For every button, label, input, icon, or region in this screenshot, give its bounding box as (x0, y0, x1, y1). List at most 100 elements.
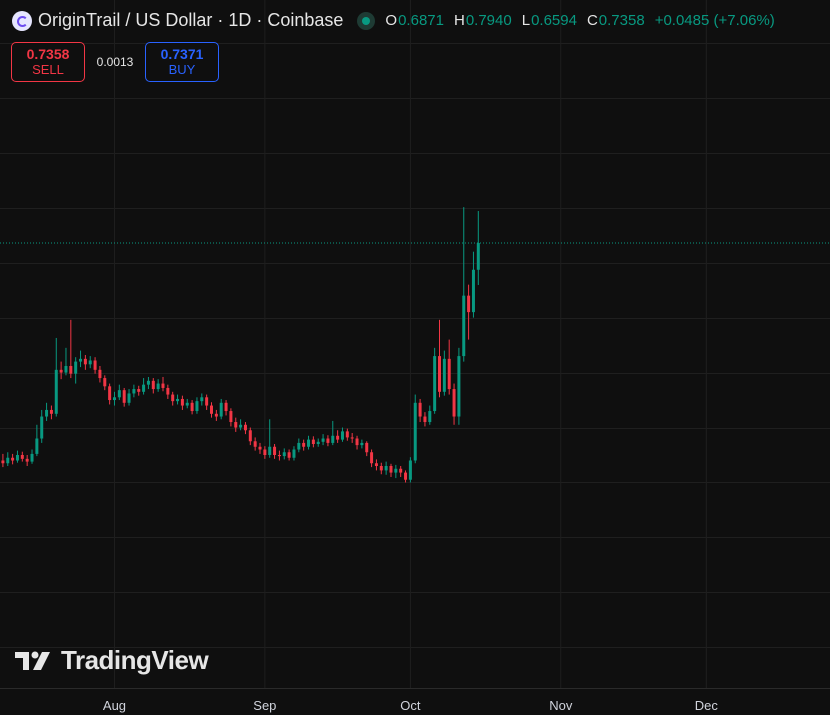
candle-body (248, 430, 252, 442)
candle-body (54, 369, 58, 414)
candle-body (316, 441, 320, 445)
candle-body (98, 369, 102, 379)
candle-body (74, 361, 78, 374)
candle-body (413, 402, 417, 461)
candle-body (277, 455, 281, 457)
candle-body (45, 409, 49, 417)
candle-body (258, 446, 262, 450)
candle-body (273, 446, 277, 456)
candle-body (146, 380, 150, 385)
candle-body (64, 365, 68, 373)
candle-body (93, 360, 97, 370)
candle-body (210, 405, 214, 414)
x-tick-label: Sep (253, 698, 276, 713)
candle-body (321, 438, 325, 442)
candle-body (180, 398, 184, 406)
candle-body (408, 460, 412, 480)
buy-button[interactable]: 0.7371 BUY (145, 42, 219, 82)
candle-body (282, 452, 286, 457)
candle-body (59, 369, 63, 373)
candle-body (83, 358, 87, 365)
candle-body (394, 468, 398, 473)
candle-body (418, 402, 422, 417)
candle-body (35, 438, 39, 454)
candle-body (384, 465, 388, 471)
candle-body (374, 463, 378, 466)
ohlc-value: 0.7940 (465, 12, 512, 29)
x-tick-label: Aug (103, 698, 126, 713)
candle-body (40, 416, 44, 439)
candle-body (151, 380, 155, 390)
sell-price: 0.7358 (26, 46, 70, 62)
candle-body (171, 394, 175, 402)
candle-body (355, 438, 359, 446)
candle-body (205, 397, 209, 406)
candle-body (336, 435, 340, 440)
candle-body (219, 402, 223, 417)
candle-body (25, 458, 29, 462)
watermark[interactable]: TradingView (15, 645, 209, 676)
candle-body (137, 389, 141, 392)
candle-body (185, 402, 189, 406)
candle-body (142, 384, 146, 392)
symbol-title[interactable]: OriginTrail / US Dollar · 1D · Coinbase (38, 10, 344, 30)
candle-body (88, 360, 92, 365)
candle-body (428, 411, 432, 423)
candle-body (79, 358, 83, 362)
ohlc-label: O (385, 12, 398, 29)
candle-body (345, 431, 349, 438)
candle-body (404, 472, 408, 480)
candle-body (467, 295, 471, 313)
candle-body (307, 439, 311, 447)
candle-body (360, 442, 364, 446)
candle-body (462, 295, 466, 357)
buy-price: 0.7371 (160, 46, 204, 62)
candle-body (457, 356, 461, 417)
candle-body (471, 269, 475, 313)
candle-body (297, 442, 301, 450)
candle-body (234, 422, 238, 428)
candle-body (292, 449, 296, 458)
sell-button[interactable]: 0.7358 SELL (11, 42, 85, 82)
candle-body (365, 442, 369, 453)
x-tick-label: Nov (549, 698, 573, 713)
ohlc-label: L (521, 12, 531, 29)
x-tick-label: Dec (695, 698, 719, 713)
candle-body (166, 387, 170, 395)
market-status[interactable] (357, 11, 376, 30)
candle-body (311, 439, 315, 445)
ohlc-label: H (453, 12, 465, 29)
ohlc-label: C (586, 12, 598, 29)
candle-body (161, 383, 165, 388)
candle-body (423, 416, 427, 423)
buy-label: BUY (168, 62, 196, 77)
candle-body (69, 365, 73, 374)
candle-body (229, 411, 233, 423)
watermark-text: TradingView (61, 645, 209, 675)
candle-body (268, 446, 272, 456)
candle-body (156, 383, 160, 390)
candle-body (20, 455, 24, 459)
candle-body (433, 356, 437, 412)
candle-body (287, 452, 291, 458)
candle-body (239, 424, 243, 428)
ohlc-value: 0.6594 (531, 12, 577, 29)
candle-body (243, 424, 247, 431)
candle-body (253, 441, 257, 447)
ohlc-value: 0.7358 (598, 12, 645, 29)
candle-body (224, 402, 228, 412)
candle-body (389, 465, 393, 473)
candle-body (190, 402, 194, 412)
candle-body (122, 390, 126, 403)
sell-label: SELL (32, 62, 64, 77)
candle-body (447, 358, 451, 390)
x-tick-label: Oct (400, 698, 421, 713)
candle-body (112, 397, 116, 401)
candle-body (326, 438, 330, 443)
ohlc-value: 0.6871 (398, 12, 444, 29)
candle-body (263, 449, 267, 456)
price-change: +0.0485 (+7.06%) (654, 12, 775, 29)
candle-body (103, 378, 107, 387)
candle-body (442, 358, 446, 392)
